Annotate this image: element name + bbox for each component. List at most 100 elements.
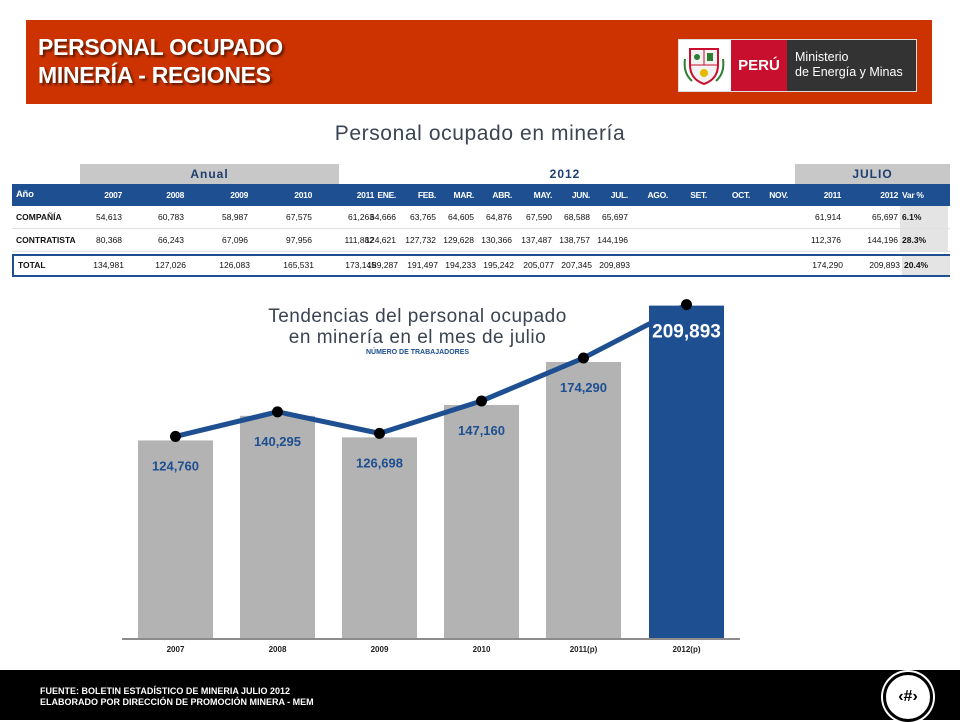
table-cell: 209,893 bbox=[599, 260, 630, 270]
trend-chart: 2007 2008 2009 2010 2011(p) 2012(p) 124,760 140… bbox=[122, 299, 740, 654]
x-tick-label: 2007 bbox=[167, 645, 185, 654]
table-cell: 64,666 bbox=[370, 212, 396, 222]
table-cell: 191,497 bbox=[407, 260, 438, 270]
table-cell: 138,757 bbox=[559, 235, 590, 245]
column-header: FEB. bbox=[417, 190, 436, 200]
bar-2009 bbox=[342, 437, 417, 638]
table-header-row: Año 2007 2008 2009 2010 2011 ENE. FEB. MAR. ABR. M… bbox=[12, 184, 950, 206]
table-cell: 194,233 bbox=[445, 260, 476, 270]
column-header: 2007 bbox=[104, 190, 122, 200]
column-header: 2009 bbox=[230, 190, 248, 200]
table-cell: 68,588 bbox=[564, 212, 590, 222]
table-cell: 195,242 bbox=[483, 260, 514, 270]
table-cell: 61,263 bbox=[348, 212, 374, 222]
trend-point-2012(p) bbox=[681, 299, 692, 311]
table-total-row: TOTAL 134,981 127,026 126,083 165,531 173,145… bbox=[12, 254, 950, 277]
column-header: OCT. bbox=[731, 190, 750, 200]
data-label: 174,290 bbox=[560, 380, 607, 395]
logo-country: PERÚ bbox=[731, 40, 787, 91]
table-cell: 54,613 bbox=[96, 212, 122, 222]
chart-title: Tendencias del personal ocupado en miner… bbox=[240, 306, 595, 348]
x-tick-label: 2012(p) bbox=[672, 645, 700, 654]
table-cell: 64,876 bbox=[486, 212, 512, 222]
table-cell: 209,893 bbox=[869, 260, 900, 270]
table-cell: 66,243 bbox=[158, 235, 184, 245]
chart-title-line1: Tendencias del personal ocupado bbox=[268, 306, 567, 327]
table-cell: 174,290 bbox=[812, 260, 843, 270]
x-tick-label: 2008 bbox=[269, 645, 287, 654]
table-cell: 65,697 bbox=[872, 212, 898, 222]
table-cell: 97,956 bbox=[286, 235, 312, 245]
table-cell: 137,487 bbox=[521, 235, 552, 245]
column-header: 2011 bbox=[823, 190, 842, 200]
slide-title-line2: MINERÍA - REGIONES bbox=[38, 62, 271, 88]
table-cell: 63,765 bbox=[410, 212, 436, 222]
column-header: 2012 bbox=[880, 190, 898, 200]
bar-2011(p) bbox=[546, 361, 621, 638]
footer-source: FUENTE: BOLETIN ESTADÍSTICO DE MINERIA J… bbox=[40, 686, 291, 696]
table-cell: 205,077 bbox=[523, 260, 554, 270]
page-number-badge: ‹#› bbox=[883, 672, 933, 722]
table-row: COMPAÑÍA 54,613 60,783 58,987 67,575 61,263 64… bbox=[12, 206, 950, 229]
x-tick-label: 2011(p) bbox=[570, 645, 598, 654]
table-cell: 80,368 bbox=[96, 235, 122, 245]
table-cell: 129,628 bbox=[443, 235, 474, 245]
table-cell: 6.1% bbox=[900, 206, 948, 228]
row-label: TOTAL bbox=[18, 260, 46, 270]
group-anual: Anual bbox=[80, 164, 339, 184]
trend-point-2008 bbox=[272, 406, 283, 418]
data-table: Anual JULIO 2012 Año 2007 2008 2009 2010 2011… bbox=[12, 164, 950, 277]
table-cell: 130,366 bbox=[481, 235, 512, 245]
trend-point-2009 bbox=[374, 427, 385, 439]
table-cell: 58,987 bbox=[222, 212, 248, 222]
trend-line bbox=[174, 302, 688, 439]
table-cell: 67,096 bbox=[222, 235, 248, 245]
table-cell: 112,376 bbox=[810, 235, 841, 245]
logo-ministry-line2: de Energía y Minas bbox=[795, 65, 903, 79]
column-header: NOV. bbox=[769, 190, 788, 200]
table-cell: 134,981 bbox=[93, 260, 124, 270]
trend-point-2010 bbox=[476, 395, 487, 407]
bar-2010 bbox=[444, 404, 519, 638]
slide-title-line1: PERSONAL OCUPADO bbox=[38, 34, 283, 60]
row-label: CONTRATISTA bbox=[16, 235, 76, 245]
ministry-logo: PERÚ Ministerio de Energía y Minas bbox=[678, 39, 917, 92]
logo-ministry: Ministerio de Energía y Minas bbox=[787, 40, 916, 91]
table-cell: 127,732 bbox=[405, 235, 436, 245]
column-header: MAY. bbox=[533, 190, 553, 200]
table-cell: 64,605 bbox=[448, 212, 474, 222]
column-header: Var % bbox=[902, 190, 924, 200]
table-cell: 127,026 bbox=[155, 260, 186, 270]
chart-title-line2: en minería en el mes de julio bbox=[288, 327, 547, 348]
column-header: JUN. bbox=[571, 190, 590, 200]
data-label: 209,893 bbox=[652, 322, 721, 343]
table-cell: 144,196 bbox=[867, 235, 898, 245]
bar-2008 bbox=[240, 415, 315, 638]
data-label: 124,760 bbox=[152, 458, 199, 473]
table-row: CONTRATISTA 80,368 66,243 67,096 97,956 111,8… bbox=[12, 229, 950, 252]
table-cell: 67,575 bbox=[286, 212, 312, 222]
table-title: Personal ocupado en minería bbox=[334, 122, 626, 145]
table-cell: 111,882 bbox=[344, 235, 374, 245]
column-header: JUL. bbox=[610, 190, 629, 200]
bar-2012(p) bbox=[649, 305, 724, 638]
table-cell: 60,783 bbox=[158, 212, 184, 222]
logo-ministry-line1: Ministerio bbox=[795, 50, 849, 64]
table-cell: 144,196 bbox=[597, 235, 628, 245]
table-cell: 124,621 bbox=[365, 235, 396, 245]
table-cell: 173,145 bbox=[345, 260, 376, 270]
group-2012: 2012 bbox=[340, 164, 790, 184]
group-julio: JULIO bbox=[795, 164, 950, 184]
table-cell: 20.4% bbox=[902, 256, 950, 275]
trend-point-2007 bbox=[170, 430, 181, 442]
footer-credit: ELABORADO POR DIRECCIÓN DE PROMOCIÓN MIN… bbox=[40, 697, 314, 707]
coat-of-arms-icon bbox=[683, 48, 725, 86]
footer: FUENTE: BOLETIN ESTADÍSTICO DE MINERIA J… bbox=[0, 670, 960, 720]
header-banner: PERSONAL OCUPADO MINERÍA - REGIONES PERÚ… bbox=[26, 20, 932, 104]
column-header: ABR. bbox=[492, 190, 512, 200]
table-cell: 67,590 bbox=[526, 212, 552, 222]
column-header: AGO. bbox=[647, 190, 668, 200]
data-label: 126,698 bbox=[356, 455, 403, 470]
column-header: ENE. bbox=[377, 190, 396, 200]
table-cell: 61,914 bbox=[815, 212, 841, 222]
